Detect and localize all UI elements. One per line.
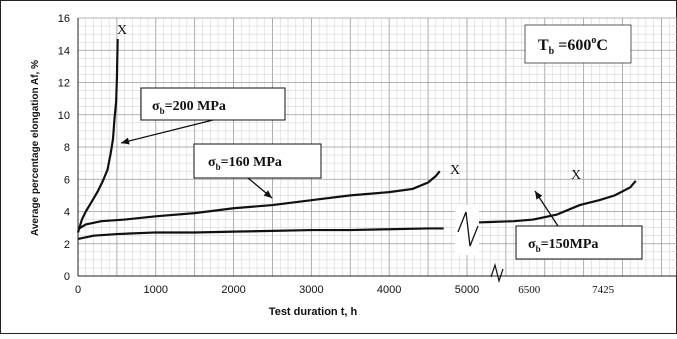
y-tick-label: 14: [58, 45, 70, 57]
axis-break-tick-zigzag: [490, 262, 504, 284]
temperature-label: Tb =600oC: [538, 35, 608, 57]
y-axis-label: Average percentage elongation Af, %: [30, 60, 41, 236]
label-box-150mpa-frame: [515, 225, 643, 260]
y-tick-label: 10: [58, 110, 70, 122]
rupture-marker: X: [117, 23, 127, 38]
label-box-150mpa: σb=150MPa: [515, 190, 643, 260]
temperature-box: Tb =600oC: [524, 24, 632, 64]
x-axis-label: Test duration t, h: [269, 306, 358, 318]
x-tick-label: 3000: [299, 284, 323, 296]
tick-labels: 0 2 4 6 8 10 12 14 16 0 1000 2000 3000 4000 5000 6500 74…: [58, 13, 615, 296]
axis-breaks: [455, 205, 504, 284]
axes: [77, 18, 677, 277]
y-tick-label: 6: [64, 174, 70, 186]
y-tick-label: 2: [64, 239, 70, 251]
label-box-200mpa: σb=200 MPa: [120, 87, 286, 145]
y-tick-label: 16: [58, 13, 70, 25]
y-tick-label: 8: [64, 142, 70, 154]
series-lines: [76, 38, 637, 240]
annotations: X X X Tb =600oC σb=200 MPa σb=160 MPa σb=150MP…: [117, 23, 643, 260]
y-tick-label: 12: [58, 78, 70, 90]
temperature-box-frame: [524, 24, 632, 64]
label-arrow-head: [263, 190, 272, 198]
x-tick-label: 2000: [221, 284, 245, 296]
x-tick-label: 0: [75, 284, 81, 296]
rupture-marker: X: [450, 163, 460, 178]
series-line-200mpa: [76, 38, 119, 233]
label-arrow-head: [121, 137, 130, 145]
label-arrow-head: [535, 191, 543, 200]
label-arrow: [120, 119, 214, 144]
series-line-160mpa: [77, 170, 441, 231]
series-label: σb=160 MPa: [208, 155, 282, 172]
y-tick-label: 0: [64, 271, 70, 283]
axis-break-zigzag: [457, 211, 479, 247]
series-line-150mpa-after-break: [466, 180, 637, 224]
label-box-160mpa: σb=160 MPa: [193, 143, 322, 199]
rupture-marker: X: [571, 168, 581, 183]
x-tick-label: 7425: [592, 284, 615, 296]
x-tick-label: 4000: [377, 284, 401, 296]
x-tick-label: 1000: [144, 284, 168, 296]
x-tick-label: 5000: [455, 284, 479, 296]
x-tick-label: 6500: [518, 284, 541, 296]
series-label: σb=200 MPa: [152, 99, 226, 116]
series-line-150mpa: [77, 227, 444, 240]
axis-break-xaxis: [490, 262, 504, 284]
axis-break-plot: [455, 205, 479, 255]
label-box-160mpa-frame: [193, 143, 322, 179]
series-label: σb=150MPa: [528, 237, 598, 254]
y-tick-label: 4: [64, 207, 70, 219]
